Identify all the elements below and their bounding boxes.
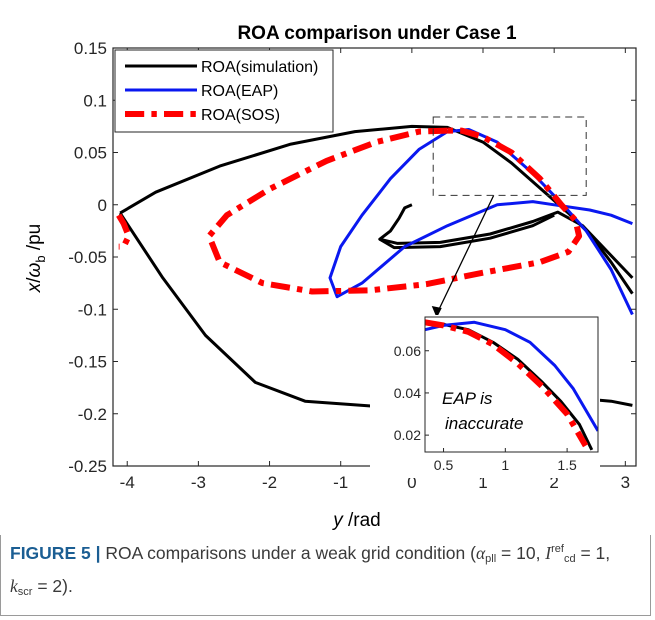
y-tick-label: 0.1 bbox=[83, 91, 107, 110]
x-tick-label: 2 bbox=[549, 473, 558, 492]
legend-label: ROA(simulation) bbox=[201, 59, 318, 76]
inset-frame bbox=[424, 316, 599, 453]
inset-series-roa-sos- bbox=[425, 319, 589, 448]
svg-text:x/ωb /pu: x/ωb /pu bbox=[24, 224, 48, 294]
inset-x-tick-label: 1 bbox=[501, 457, 509, 473]
figure-label: FIGURE 5 | bbox=[10, 543, 101, 563]
y-tick-label: -0.05 bbox=[68, 248, 107, 267]
x-tick-label: -1 bbox=[333, 473, 348, 492]
x-tick-label: 0 bbox=[407, 473, 416, 492]
y-tick-label: 0 bbox=[98, 196, 107, 215]
y-tick-label: 0.05 bbox=[74, 144, 107, 163]
zoom-arrow-line bbox=[436, 195, 495, 315]
caption-alpha: α bbox=[475, 543, 486, 563]
inset-y-tick-label: 0.02 bbox=[394, 427, 421, 443]
chart-title: ROA comparison under Case 1 bbox=[237, 23, 517, 44]
x-tick-label: -3 bbox=[191, 473, 206, 492]
series-roa-sos--segment-0 bbox=[116, 213, 132, 250]
x-tick-label: -2 bbox=[262, 473, 277, 492]
caption-k-sub: scr bbox=[17, 586, 33, 598]
inset-annotation-line: inaccurate bbox=[445, 414, 523, 433]
legend-label: ROA(EAP) bbox=[201, 83, 278, 100]
inset-curves bbox=[425, 319, 598, 451]
x-tick-label: -4 bbox=[120, 473, 135, 492]
caption-k: k bbox=[10, 576, 18, 596]
inset-series-roa-eap- bbox=[425, 320, 598, 432]
y-tick-label: 0.15 bbox=[74, 39, 107, 58]
x-axis-label: y /rad bbox=[331, 510, 381, 531]
y-tick-label: -0.15 bbox=[68, 353, 107, 372]
inset-x-tick-label: 0.5 bbox=[434, 457, 454, 473]
inset-annotation-line: EAP is bbox=[442, 389, 493, 408]
caption-i: I bbox=[545, 543, 552, 563]
curves bbox=[116, 124, 634, 408]
svg-text:y /rad: y /rad bbox=[331, 510, 381, 531]
chart: ROA comparison under Case 1 x/ωb /pu y /… bbox=[24, 23, 637, 531]
caption-eq3: = 2). bbox=[32, 576, 73, 596]
series-roa-simulation--segment-3 bbox=[379, 213, 555, 250]
zoom-arrow-head bbox=[431, 306, 442, 318]
legend-label: ROA(SOS) bbox=[201, 107, 280, 124]
x-tick-label: 3 bbox=[621, 473, 630, 492]
inset-x-tick-label: 1.5 bbox=[557, 457, 577, 473]
figure-caption: FIGURE 5 | ROA comparisons under a weak … bbox=[10, 536, 645, 606]
legend: ROA(simulation) ROA(EAP) ROA(SOS) bbox=[114, 49, 334, 133]
series-roa-eap--segment-0 bbox=[328, 128, 634, 316]
caption-text: ROA comparisons under a weak grid condit… bbox=[105, 543, 476, 563]
inset-background bbox=[370, 315, 600, 478]
caption-eq2: = 1, bbox=[575, 543, 611, 563]
inset-y-tick-label: 0.04 bbox=[394, 385, 421, 401]
y-tick-label: -0.1 bbox=[78, 300, 107, 319]
inset-zoom: 0.5 1 1.5 0.06 0.04 0.02 EAP is inaccurate bbox=[370, 315, 600, 478]
caption-eq1: = 10, bbox=[496, 543, 546, 563]
y-tick-label: -0.2 bbox=[78, 405, 107, 424]
y-tick-label: -0.25 bbox=[68, 457, 107, 476]
x-tick-label: 1 bbox=[478, 473, 487, 492]
caption-alpha-sub: pll bbox=[485, 553, 497, 565]
inset-y-tick-label: 0.06 bbox=[394, 343, 421, 359]
y-axis-label: x/ωb /pu bbox=[24, 224, 48, 294]
caption-i-sub: cd bbox=[563, 553, 576, 565]
caption-i-sup: ref bbox=[551, 543, 564, 555]
series-roa-sos--segment-1 bbox=[206, 127, 583, 295]
zoom-region-box bbox=[432, 116, 587, 196]
